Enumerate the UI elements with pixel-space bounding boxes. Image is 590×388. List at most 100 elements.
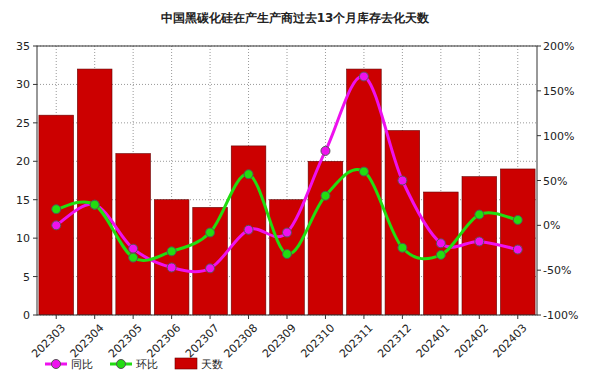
category-label: 202305 <box>106 322 145 361</box>
line <box>56 76 518 272</box>
category-label: 202311 <box>337 322 376 361</box>
legend-item: 同比 <box>45 358 93 371</box>
tick-label: 30 <box>16 78 30 91</box>
tick <box>287 315 288 319</box>
title: 中国黑碳化硅在产生产商过去13个月库存去化天数 <box>161 11 431 25</box>
tick <box>33 46 37 47</box>
tick <box>33 276 37 277</box>
legend-marker <box>117 360 126 369</box>
category-label: 202312 <box>375 322 414 361</box>
tick <box>440 315 441 319</box>
marker <box>359 167 368 176</box>
tick <box>537 135 541 136</box>
tick-label: 5 <box>23 271 30 284</box>
marker <box>436 239 445 248</box>
tick <box>537 46 541 47</box>
marker <box>513 245 522 254</box>
legend-label: 天数 <box>201 358 223 371</box>
tick <box>56 315 57 319</box>
category-label: 202308 <box>221 322 260 361</box>
category-label: 202403 <box>491 322 530 361</box>
category-label: 202303 <box>29 322 68 361</box>
tick-label: 10 <box>16 232 30 245</box>
tick-label: 0 <box>23 309 30 322</box>
tick-label: 150% <box>543 85 574 98</box>
tick <box>33 122 37 123</box>
tick <box>94 315 95 319</box>
marker <box>90 200 99 209</box>
marker <box>283 228 292 237</box>
background <box>0 0 590 388</box>
bar <box>193 207 228 315</box>
legend-item: 天数 <box>175 358 223 371</box>
legend-label: 环比 <box>136 358 158 371</box>
legend-marker <box>52 360 61 369</box>
bar <box>424 192 459 315</box>
marker <box>359 72 368 81</box>
tick-label: 200% <box>543 40 574 53</box>
tick-label: -50% <box>543 264 571 277</box>
legend-swatch <box>175 358 197 369</box>
marker <box>436 250 445 259</box>
marker <box>129 253 138 262</box>
category-label: 202310 <box>298 322 337 361</box>
category-label: 202306 <box>145 322 184 361</box>
tick <box>537 180 541 181</box>
marker <box>475 210 484 219</box>
tick <box>33 238 37 239</box>
line <box>56 169 518 260</box>
tick <box>33 84 37 85</box>
tick-label: 50% <box>543 175 567 188</box>
plot-marks <box>39 69 535 315</box>
category-label: 202402 <box>452 322 491 361</box>
plot-frame <box>37 46 537 315</box>
tick <box>537 315 541 316</box>
tick <box>248 315 249 319</box>
legend-label: 同比 <box>71 358 93 371</box>
marker <box>398 176 407 185</box>
bar <box>77 69 112 315</box>
marker <box>206 228 215 237</box>
marker <box>52 205 61 214</box>
tick <box>537 90 541 91</box>
marker <box>206 264 215 273</box>
tick <box>537 270 541 271</box>
marker <box>90 200 99 209</box>
tick <box>363 315 364 319</box>
tick-label: 20 <box>16 155 30 168</box>
tick <box>402 315 403 319</box>
category-label: 202307 <box>183 322 222 361</box>
marker <box>398 243 407 252</box>
bar <box>500 169 535 315</box>
tick <box>33 199 37 200</box>
tick-label: 100% <box>543 130 574 143</box>
tick <box>171 315 172 319</box>
tick <box>33 161 37 162</box>
bar <box>270 200 305 315</box>
tick-label: 35 <box>16 40 30 53</box>
category-label: 202401 <box>414 322 453 361</box>
marker <box>513 215 522 224</box>
tick <box>210 315 211 319</box>
marker <box>129 244 138 253</box>
category-label: 202304 <box>68 322 107 361</box>
bar <box>462 177 497 315</box>
marker <box>321 191 330 200</box>
tick-label: -100% <box>543 309 578 322</box>
legend-item: 环比 <box>110 358 158 371</box>
tick-label: 0% <box>543 219 560 232</box>
marker <box>321 146 330 155</box>
tick <box>325 315 326 319</box>
tick <box>517 315 518 319</box>
marker <box>167 247 176 256</box>
marker <box>244 225 253 234</box>
marker <box>283 250 292 259</box>
marker <box>167 263 176 272</box>
tick-label: 15 <box>16 194 30 207</box>
tick <box>33 315 37 316</box>
category-label: 202309 <box>260 322 299 361</box>
tick <box>133 315 134 319</box>
tick <box>537 225 541 226</box>
marker <box>475 237 484 246</box>
marker <box>244 170 253 179</box>
